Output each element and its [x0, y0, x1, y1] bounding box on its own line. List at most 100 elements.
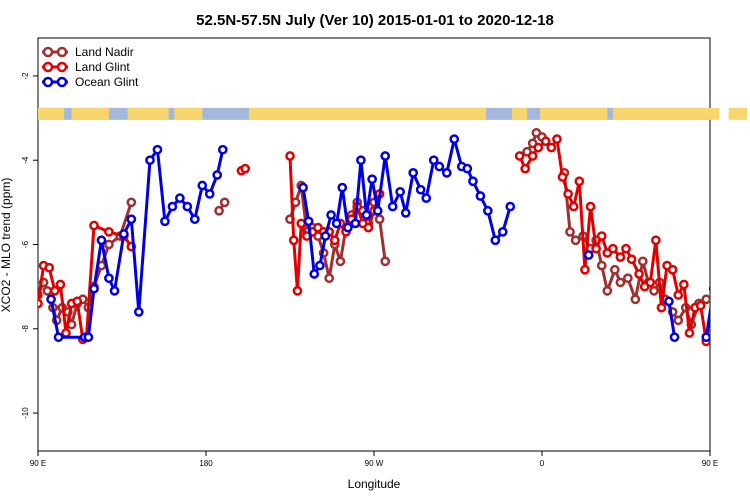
data-point	[38, 298, 43, 309]
data-point	[288, 235, 299, 246]
data-point	[160, 216, 170, 227]
data-point	[673, 290, 684, 300]
legend-item: Ocean Glint	[42, 75, 139, 89]
legend-item: Land Nadir	[42, 45, 134, 59]
data-point	[626, 254, 637, 265]
data-point	[372, 205, 383, 216]
data-point	[669, 332, 680, 343]
data-point	[673, 315, 684, 326]
data-point	[175, 193, 185, 203]
data-point	[695, 300, 706, 311]
data-point	[441, 168, 452, 178]
data-point	[145, 155, 155, 166]
legend-label: Ocean Glint	[75, 75, 139, 89]
data-point	[462, 163, 473, 174]
data-point	[583, 250, 594, 260]
y-axis-label: XCO2 - MLO trend (ppm)	[0, 178, 13, 313]
data-point	[585, 201, 596, 212]
data-point	[552, 134, 562, 144]
data-point	[83, 332, 94, 343]
data-point	[596, 231, 607, 241]
land-band-segment	[174, 107, 203, 120]
data-point	[189, 214, 200, 225]
land-band-segment	[71, 107, 109, 120]
data-point	[615, 277, 626, 288]
data-point	[740, 199, 747, 206]
x-tick-label: 90 E	[30, 459, 46, 468]
data-point	[303, 216, 314, 227]
data-point	[133, 307, 144, 317]
data-point	[44, 262, 55, 273]
data-point	[361, 210, 372, 220]
data-point	[292, 286, 303, 296]
data-point	[623, 273, 633, 284]
data-point	[714, 224, 721, 231]
data-point	[104, 273, 114, 284]
data-point	[387, 201, 398, 212]
series-line	[667, 301, 677, 338]
land-band-segment	[127, 107, 169, 120]
data-point	[46, 294, 56, 305]
x-tick-label: 90 E	[702, 459, 718, 468]
x-axis-label: Longitude	[348, 477, 401, 491]
data-point	[329, 235, 340, 246]
y-tick-label: -8	[21, 325, 30, 333]
data-point	[609, 264, 620, 275]
legend-marker	[56, 76, 68, 88]
data-point	[104, 227, 114, 237]
data-point	[701, 332, 710, 343]
data-point	[395, 186, 405, 197]
data-point	[568, 201, 579, 212]
data-point	[667, 264, 678, 275]
x-tick-label: 90 W	[365, 459, 384, 468]
data-point	[514, 151, 525, 161]
data-point	[725, 275, 732, 282]
land-band-segment	[728, 107, 748, 120]
chart-title: 52.5N-57.5N July (Ver 10) 2015-01-01 to …	[196, 12, 554, 29]
data-point	[380, 256, 391, 267]
legend-label: Land Nadir	[75, 45, 134, 59]
data-point	[527, 151, 538, 161]
data-point	[634, 269, 644, 279]
data-point	[217, 144, 228, 155]
data-point	[608, 243, 618, 254]
land-band-segment	[248, 107, 486, 120]
data-point	[152, 144, 163, 155]
data-point	[615, 252, 626, 262]
data-point	[326, 210, 336, 220]
data-point	[708, 285, 710, 292]
data-point	[104, 239, 114, 250]
data-point	[363, 222, 374, 233]
series-land-nadir	[38, 127, 747, 330]
data-point	[126, 197, 137, 208]
plot-frame	[37, 37, 711, 452]
data-point	[744, 243, 750, 250]
data-point	[324, 273, 335, 284]
data-point	[42, 286, 53, 296]
data-point	[718, 237, 725, 244]
legend-label: Land Glint	[75, 60, 130, 74]
data-point	[126, 214, 137, 225]
data-point	[520, 163, 531, 174]
data-point	[408, 168, 419, 178]
land-band-segment	[612, 107, 720, 120]
data-point	[400, 208, 411, 218]
data-point	[596, 260, 607, 271]
data-point	[621, 243, 631, 254]
legend-marker	[56, 46, 68, 58]
data-point	[380, 151, 391, 161]
data-point	[701, 294, 710, 305]
data-point	[343, 222, 353, 233]
data-point	[637, 256, 648, 267]
data-point	[434, 161, 445, 172]
data-point	[449, 134, 460, 144]
data-point	[49, 286, 60, 296]
data-point	[72, 296, 83, 307]
data-point	[53, 332, 64, 343]
data-point	[240, 163, 251, 174]
data-point	[298, 182, 308, 193]
data-point	[533, 142, 544, 153]
data-point	[320, 231, 331, 241]
data-point	[167, 201, 178, 212]
